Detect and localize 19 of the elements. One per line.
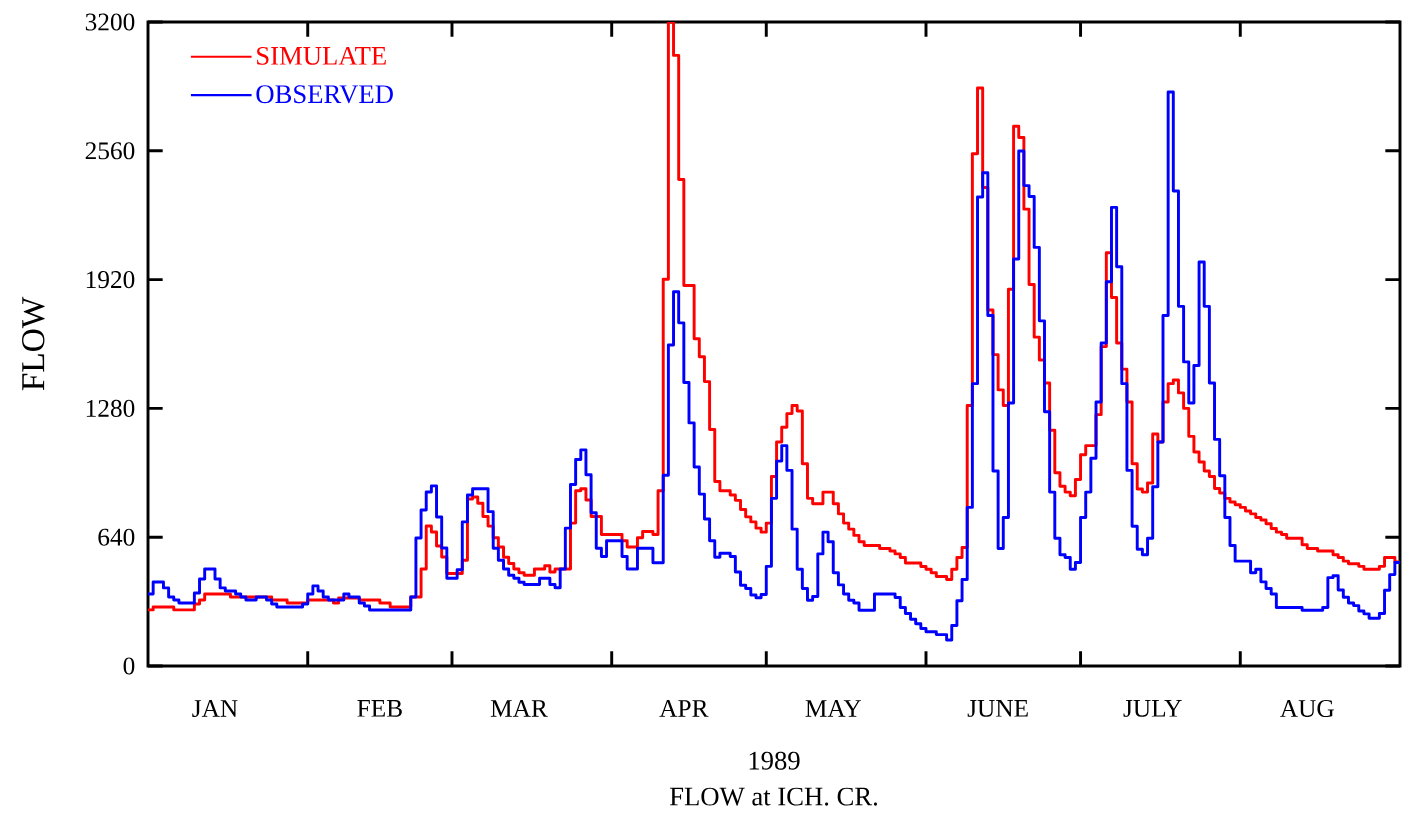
y-tick-label: 3200 xyxy=(85,13,135,31)
x-tick-label: JULY xyxy=(1123,700,1182,717)
x-tick-label: APR xyxy=(659,700,709,717)
x-tick-label: FEB xyxy=(357,700,402,717)
x-tick-label: AUG xyxy=(1280,700,1334,718)
y-axis-title: FLOW xyxy=(22,296,45,391)
x-axis-title: 1989 xyxy=(749,751,800,770)
legend-label: OBSERVED xyxy=(256,85,393,104)
legend-label: SIMULATE xyxy=(257,46,386,65)
y-tick-label: 1920 xyxy=(86,271,135,289)
y-tick-label: 0 xyxy=(123,657,135,675)
x-tick-label: JAN xyxy=(192,700,238,718)
x-tick-label: JUNE xyxy=(967,700,1028,717)
y-tick-label: 640 xyxy=(98,528,135,546)
x-tick-label: MAR xyxy=(490,700,548,717)
y-tick-label: 2560 xyxy=(85,142,135,160)
text: FLOW at ICH. CR. xyxy=(669,787,878,806)
x-tick-label: MAY xyxy=(805,700,862,717)
y-tick-label: 1280 xyxy=(86,399,135,417)
